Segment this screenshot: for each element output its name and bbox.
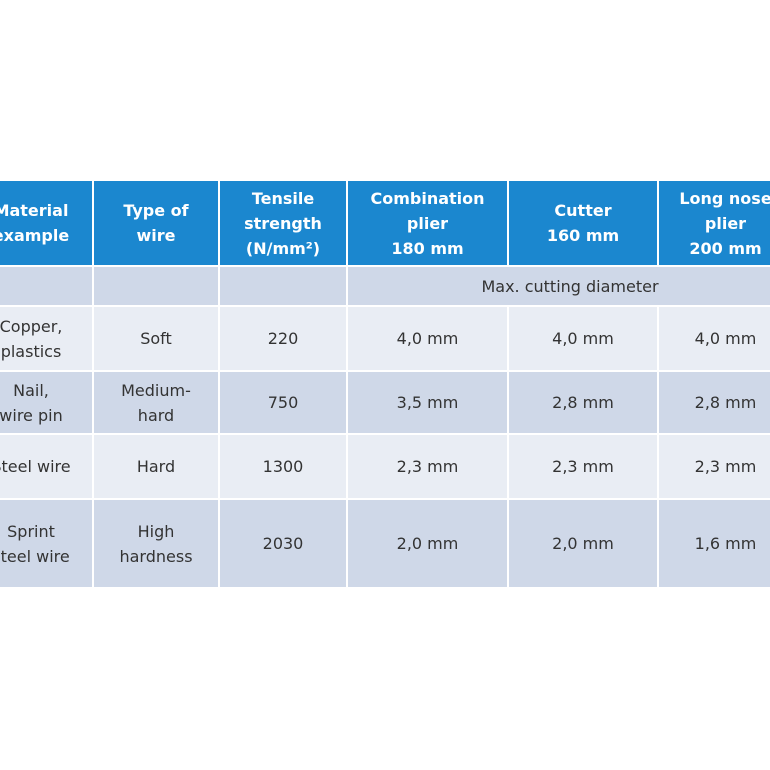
- body-cell: 2,8 mm: [657, 370, 770, 435]
- header-row: Material example Type of wire Tensile stre…: [0, 179, 770, 267]
- empty-cell: [92, 265, 220, 307]
- header-cell: Combination plier 180 mm: [346, 179, 509, 267]
- subheader-row: Max. cutting diameter: [0, 265, 770, 307]
- body-cell: Copper, plastics: [0, 305, 94, 372]
- header-cell: Tensile strength (N/mm²): [218, 179, 348, 267]
- body-row: Copper, plastics Soft 220 4,0 mm 4,0 mm 4,0 m…: [0, 305, 770, 372]
- body-cell: 2,0 mm: [346, 498, 509, 589]
- empty-cell: [218, 265, 348, 307]
- body-cell: Soft: [92, 305, 220, 372]
- body-row: Nail, wire pin Medium- hard 750 3,5 mm 2,8 m…: [0, 370, 770, 435]
- body-cell: 4,0 mm: [346, 305, 509, 372]
- body-cell: 750: [218, 370, 348, 435]
- data-table: Material example Type of wire Tensile stre…: [0, 179, 770, 589]
- body-cell: Nail, wire pin: [0, 370, 94, 435]
- body-cell: Steel wire: [0, 433, 94, 500]
- body-cell: 2,3 mm: [657, 433, 770, 500]
- empty-cell: [0, 265, 94, 307]
- body-cell: 1300: [218, 433, 348, 500]
- body-cell: 2,0 mm: [507, 498, 659, 589]
- body-cell: 2,3 mm: [346, 433, 509, 500]
- body-cell: 2,8 mm: [507, 370, 659, 435]
- body-cell: 4,0 mm: [657, 305, 770, 372]
- body-cell: Medium- hard: [92, 370, 220, 435]
- header-cell: Material example: [0, 179, 94, 267]
- body-cell: 3,5 mm: [346, 370, 509, 435]
- header-cell: Long nose plier 200 mm: [657, 179, 770, 267]
- body-cell: 4,0 mm: [507, 305, 659, 372]
- header-cell: Type of wire: [92, 179, 220, 267]
- body-cell: 2,3 mm: [507, 433, 659, 500]
- subheader-cell: Max. cutting diameter: [346, 265, 770, 307]
- body-cell: High hardness: [92, 498, 220, 589]
- body-cell: Hard: [92, 433, 220, 500]
- body-cell: 220: [218, 305, 348, 372]
- body-cell: 1,6 mm: [657, 498, 770, 589]
- body-cell: 2030: [218, 498, 348, 589]
- body-cell: Sprint steel wire: [0, 498, 94, 589]
- header-cell: Cutter 160 mm: [507, 179, 659, 267]
